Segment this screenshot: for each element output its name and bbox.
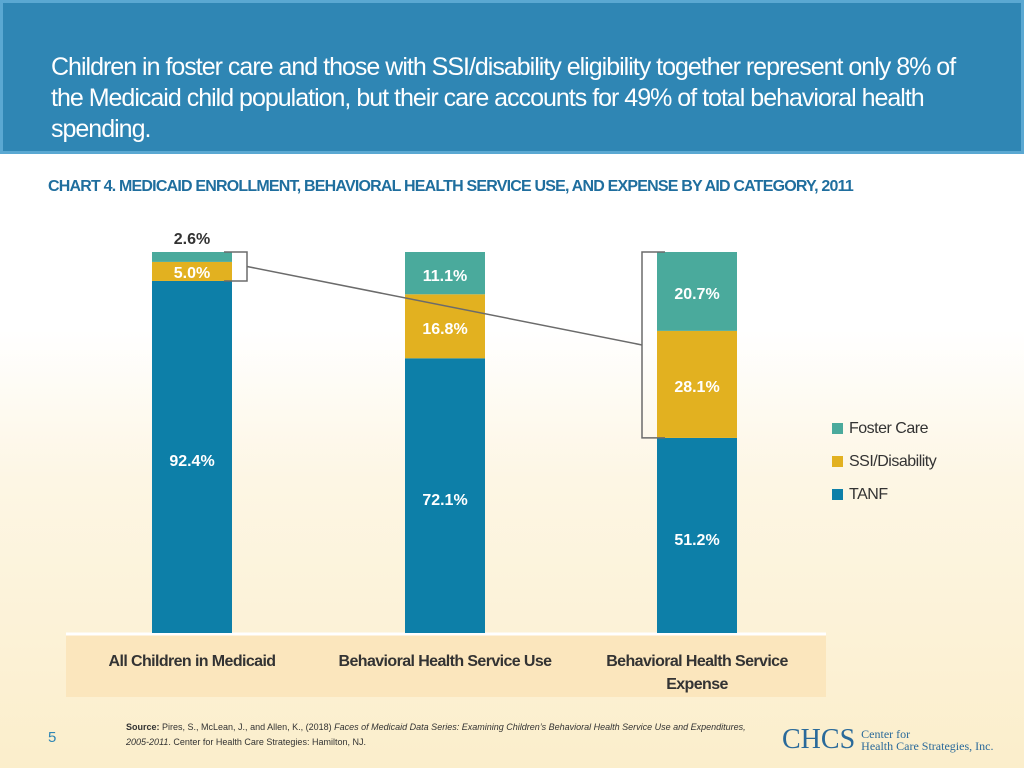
- data-label-tanf-1: 92.4%: [169, 453, 214, 470]
- page-number: 5: [48, 729, 57, 746]
- legend-item-tanf: TANF: [832, 478, 936, 511]
- data-label-ssi-disability-1: 5.0%: [174, 265, 210, 282]
- bar-tanf-3: [657, 437, 737, 633]
- source-title: Faces of Medicaid Data Series: Examining…: [126, 722, 746, 747]
- data-label-tanf-3: 51.2%: [674, 532, 719, 549]
- bar-foster-care-2: [405, 252, 485, 295]
- title-banner: Children in foster care and those with S…: [0, 0, 1024, 154]
- legend-item-foster-care: Foster Care: [832, 412, 936, 445]
- source-authors: Pires, S., McLean, J., and Allen, K., (2…: [162, 722, 332, 732]
- legend-swatch-tanf: [832, 489, 843, 500]
- logo-mark: CHCS: [782, 724, 856, 755]
- data-label-foster-care-3: 20.7%: [674, 286, 719, 303]
- data-label-ssi-disability-2: 16.8%: [422, 321, 467, 338]
- logo-text: Center for Health Care Strategies, Inc.: [861, 728, 993, 752]
- chart-title: CHART 4. MEDICAID ENROLLMENT, BEHAVIORAL…: [48, 178, 854, 195]
- bar-tanf-2: [405, 358, 485, 633]
- bar-ssi-disability-3: [657, 330, 737, 438]
- bar-ssi-disability-2: [405, 294, 485, 359]
- logo-line-2: Health Care Strategies, Inc.: [861, 739, 994, 753]
- logo-line-1: Center for: [861, 727, 911, 741]
- slide-title: Children in foster care and those with S…: [51, 53, 956, 143]
- bar-ssi-disability-1: [152, 261, 232, 281]
- x-axis-band: [66, 633, 826, 697]
- bar-tanf-1: [152, 280, 232, 633]
- data-label-ssi-disability-3: 28.1%: [674, 379, 719, 396]
- data-label-foster-care-1: 2.6%: [174, 231, 210, 248]
- x-tick-label-2: Behavioral Health Service Use: [339, 653, 553, 670]
- x-tick-label-1: All Children in Medicaid: [109, 653, 276, 670]
- source-label: Source:: [126, 722, 160, 732]
- chart-legend: Foster Care SSI/Disability TANF: [832, 412, 937, 511]
- bracket-connector: [246, 265, 643, 346]
- chcs-logo: CHCS Center for Health Care Strategies, …: [782, 724, 993, 756]
- legend-label-ssi-disability: SSI/Disability: [849, 452, 937, 470]
- legend-label-tanf: TANF: [849, 485, 888, 503]
- legend-swatch-ssi-disability: [832, 456, 843, 467]
- bar-foster-care-1: [152, 252, 232, 262]
- legend-label-foster-care: Foster Care: [849, 419, 928, 437]
- data-label-foster-care-2: 11.1%: [423, 268, 467, 285]
- x-tick-label-3-line-2: Expense: [666, 676, 728, 693]
- source-publisher: . Center for Health Care Strategies: Ham…: [168, 737, 366, 747]
- legend-swatch-foster-care: [832, 423, 843, 434]
- data-label-tanf-2: 72.1%: [422, 492, 467, 509]
- legend-item-ssi-disability: SSI/Disability: [832, 445, 937, 478]
- bar-foster-care-3: [657, 252, 737, 331]
- source-citation: Source: Pires, S., McLean, J., and Allen…: [126, 720, 766, 750]
- x-tick-label-3-line-1: Behavioral Health Service: [606, 653, 788, 670]
